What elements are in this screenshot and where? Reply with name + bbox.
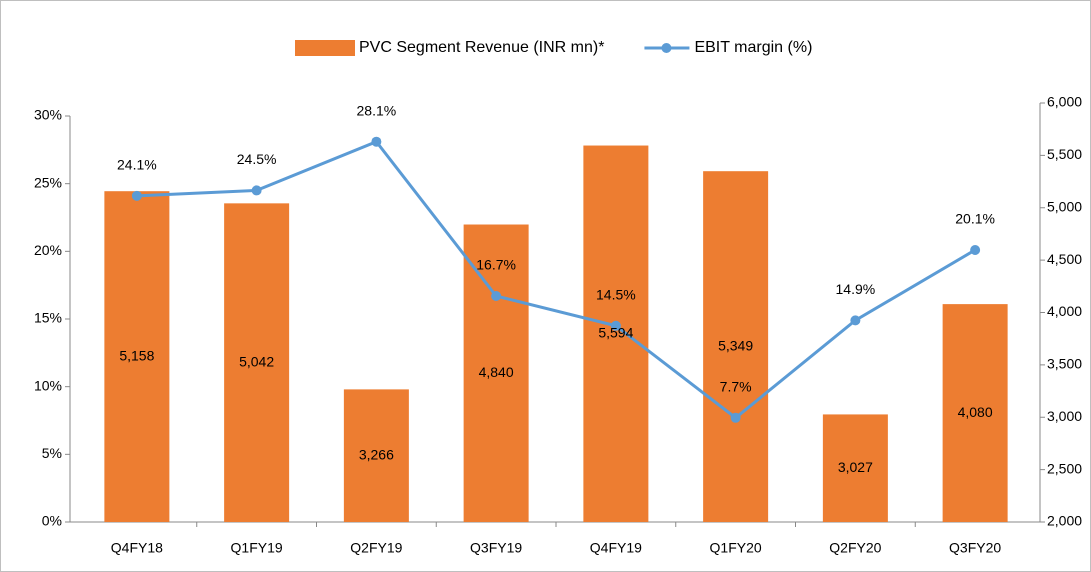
line-point xyxy=(251,185,262,196)
y2-tick-label: 5,500 xyxy=(1047,146,1082,162)
y2-tick-label: 4,000 xyxy=(1047,303,1082,319)
bar-value-label: 3,027 xyxy=(838,459,873,475)
y-tick-label: 15% xyxy=(34,310,62,326)
line xyxy=(136,139,976,420)
y2-tick-label: 6,000 xyxy=(1047,94,1082,110)
y-tick-label: 5% xyxy=(42,445,62,461)
y2-tick-label: 4,500 xyxy=(1047,251,1082,267)
bar-value-label: 5,158 xyxy=(119,347,154,363)
line-value-label: 24.5% xyxy=(237,151,277,167)
legend-label: PVC Segment Revenue (INR mn)* xyxy=(359,39,604,56)
x-tick-label: Q1FY20 xyxy=(710,540,762,556)
x-tick-label: Q2FY20 xyxy=(829,540,881,556)
x-tick-label: Q4FY19 xyxy=(590,540,642,556)
y2-tick-label: 3,500 xyxy=(1047,356,1082,372)
x-tick-label: Q4FY18 xyxy=(111,540,163,556)
bar xyxy=(583,145,649,522)
legend-label: EBIT margin (%) xyxy=(694,39,812,56)
bar xyxy=(104,191,170,522)
bar xyxy=(463,224,529,522)
x-tick-label: Q3FY20 xyxy=(949,540,1001,556)
bar-value-label: 5,042 xyxy=(239,353,274,369)
y2-tick-label: 2,000 xyxy=(1047,513,1082,529)
bar-value-label: 4,840 xyxy=(479,364,514,380)
bar-value-label: 3,266 xyxy=(359,446,394,462)
line-point xyxy=(371,136,382,147)
bar xyxy=(822,414,888,522)
y2-tick-label: 5,000 xyxy=(1047,198,1082,214)
bar xyxy=(703,171,769,522)
y2-tick-label: 3,000 xyxy=(1047,408,1082,424)
line-value-label: 20.1% xyxy=(955,211,995,227)
line-value-label: 7.7% xyxy=(720,378,752,394)
line-point xyxy=(850,315,861,326)
y-tick-label: 10% xyxy=(34,377,62,393)
line-value-label: 14.9% xyxy=(836,281,876,297)
bar xyxy=(942,304,1008,522)
legend-swatch xyxy=(295,40,355,56)
x-tick-label: Q1FY19 xyxy=(231,540,283,556)
line-point xyxy=(491,290,502,301)
y2-tick-label: 2,500 xyxy=(1047,460,1082,476)
legend-swatch-point xyxy=(661,43,672,53)
bar xyxy=(224,203,290,522)
line-value-label: 14.5% xyxy=(596,286,636,302)
y-tick-label: 30% xyxy=(34,107,62,123)
line-point xyxy=(970,244,981,255)
x-tick-label: Q3FY19 xyxy=(470,540,522,556)
line-point xyxy=(610,320,621,331)
y-tick-label: 20% xyxy=(34,242,62,258)
y-tick-label: 25% xyxy=(34,174,62,190)
bar-value-label: 5,349 xyxy=(718,337,753,353)
bar-value-label: 4,080 xyxy=(958,404,993,420)
y-tick-label: 0% xyxy=(42,513,62,529)
line-value-label: 28.1% xyxy=(357,102,397,118)
line-value-label: 24.1% xyxy=(117,157,157,173)
x-tick-label: Q2FY19 xyxy=(350,540,402,556)
line-point xyxy=(730,412,741,423)
bar-value-label: 5,594 xyxy=(598,324,633,340)
line-value-label: 16.7% xyxy=(476,257,516,273)
bar xyxy=(343,389,409,522)
line-point xyxy=(131,190,142,201)
